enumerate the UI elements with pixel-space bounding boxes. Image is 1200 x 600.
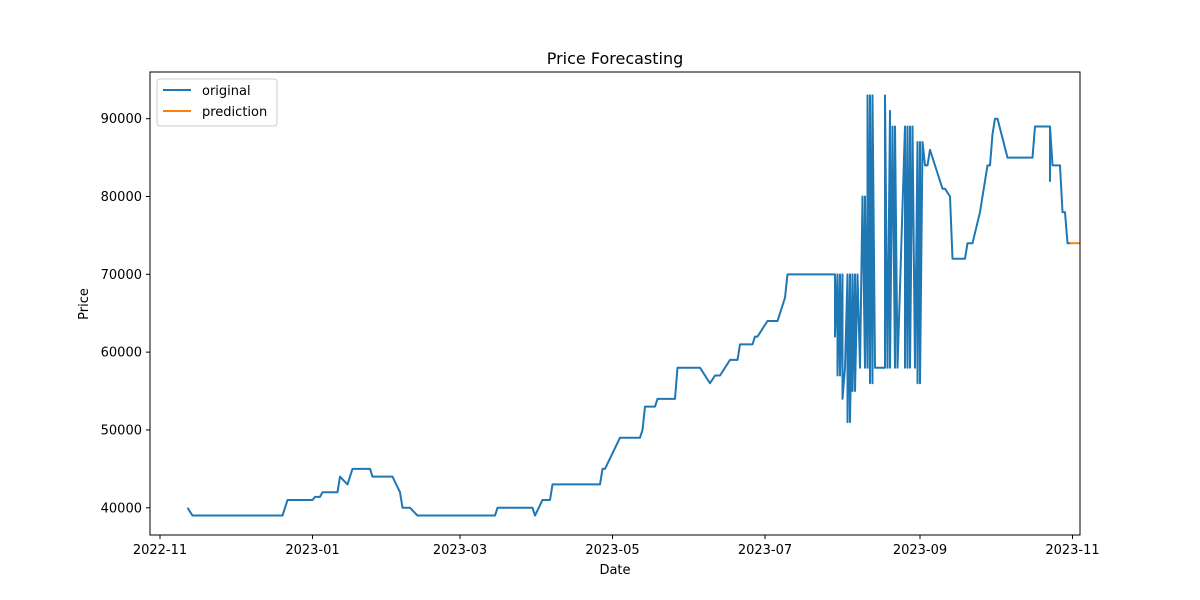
x-axis-ticks: 2022-11 2023-01 2023-03 2023-05 2023-07 2023-… <box>133 535 1100 558</box>
y-tick-label: 80000 <box>101 190 142 205</box>
x-tick-label: 2023-07 <box>738 543 792 558</box>
chart-title: Price Forecasting <box>547 49 684 68</box>
y-tick-label: 40000 <box>101 501 142 516</box>
legend-label-prediction: prediction <box>202 105 267 120</box>
x-tick-label: 2023-05 <box>585 543 639 558</box>
plot-lines <box>186 94 1080 517</box>
x-tick-label: 2023-01 <box>285 543 339 558</box>
series-line-original <box>186 94 1070 517</box>
y-tick-label: 50000 <box>101 423 142 438</box>
x-tick-label: 2023-09 <box>893 543 947 558</box>
x-tick-label: 2023-11 <box>1045 543 1099 558</box>
y-axis-ticks: 40000 50000 60000 70000 80000 90000 <box>101 112 150 516</box>
legend: original prediction <box>156 78 278 127</box>
x-tick-label: 2023-03 <box>433 543 487 558</box>
x-axis-label: Date <box>599 563 630 578</box>
y-tick-label: 60000 <box>101 346 142 361</box>
plot-frame <box>149 71 1081 536</box>
y-axis-label: Price <box>77 288 92 320</box>
x-tick-label: 2022-11 <box>133 543 187 558</box>
legend-label-original: original <box>202 84 251 99</box>
y-tick-label: 90000 <box>101 112 142 127</box>
y-tick-label: 70000 <box>101 268 142 283</box>
